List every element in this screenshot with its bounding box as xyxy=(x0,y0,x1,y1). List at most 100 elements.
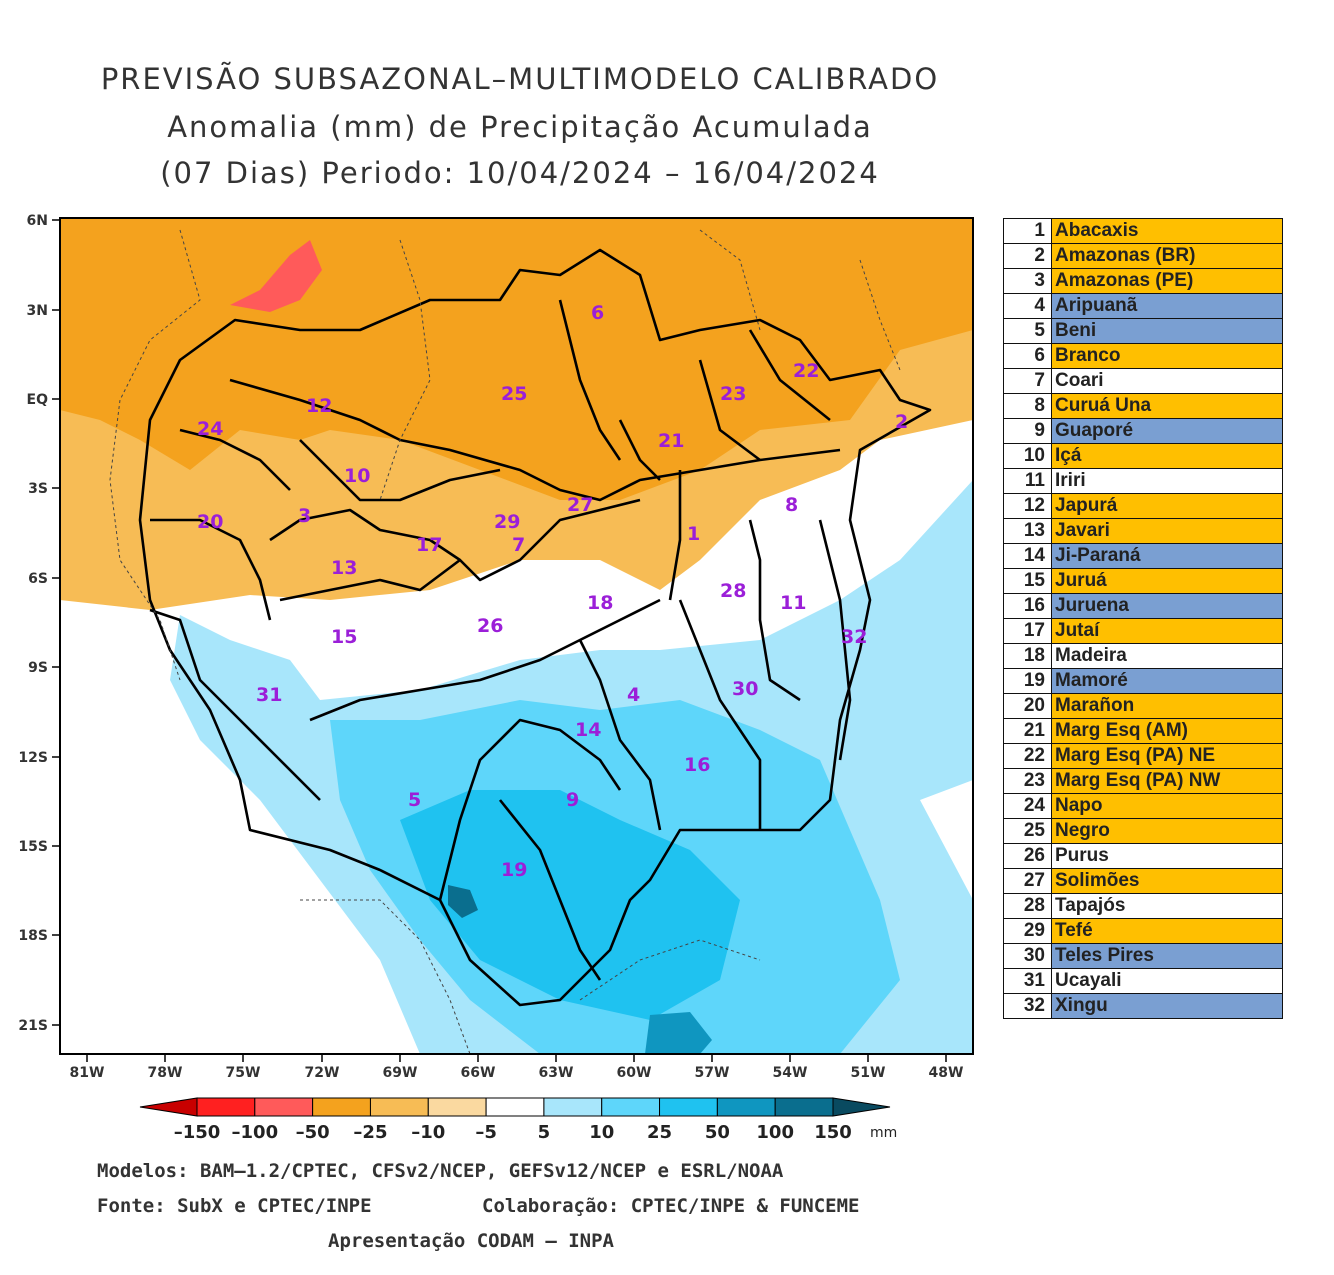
lon-label-57w: 57W xyxy=(695,1065,730,1081)
legend-row: 23 Marg Esq (PA) NW xyxy=(1003,768,1283,794)
legend-row: 12 Japurá xyxy=(1003,493,1283,519)
colorbar-tick-label: 50 xyxy=(705,1122,730,1143)
legend-row: 14 Ji-Paraná xyxy=(1003,543,1283,569)
legend-basin-number: 32 xyxy=(1003,993,1052,1019)
legend-basin-name: Marañon xyxy=(1051,693,1283,719)
basin-label-21: 21 xyxy=(658,430,684,452)
legend-row: 19 Mamoré xyxy=(1003,668,1283,694)
legend-basin-number: 15 xyxy=(1003,568,1052,594)
colorbar-tick-label: 100 xyxy=(756,1122,794,1143)
legend-row: 1 Abacaxis xyxy=(1003,218,1283,244)
basin-label-30: 30 xyxy=(732,678,758,700)
legend-row: 29 Tefé xyxy=(1003,918,1283,944)
legend-basin-number: 29 xyxy=(1003,918,1052,944)
legend-basin-name: Coari xyxy=(1051,368,1283,394)
legend-row: 13 Javari xyxy=(1003,518,1283,544)
legend-basin-number: 26 xyxy=(1003,843,1052,869)
legend-basin-number: 6 xyxy=(1003,343,1052,369)
legend-basin-name: Solimões xyxy=(1051,868,1283,894)
basin-label-23: 23 xyxy=(720,383,746,405)
legend-row: 27 Solimões xyxy=(1003,868,1283,894)
basin-label-6: 6 xyxy=(591,302,604,324)
basin-label-24: 24 xyxy=(197,418,223,440)
legend-basin-name: Curuá Una xyxy=(1051,393,1283,419)
colorbar-tick-label: 10 xyxy=(589,1122,614,1143)
legend-basin-name: Madeira xyxy=(1051,643,1283,669)
map-title-line1: PREVISÃO SUBSAZONAL–MULTIMODELO CALIBRAD… xyxy=(100,62,940,96)
lat-label-6n: 6N xyxy=(27,213,48,229)
footer-presentation: Apresentação CODAM – INPA xyxy=(328,1230,614,1252)
colorbar-segment xyxy=(659,1097,718,1117)
legend-row: 18 Madeira xyxy=(1003,643,1283,669)
legend-basin-name: Teles Pires xyxy=(1051,943,1283,969)
basin-label-29: 29 xyxy=(494,511,520,533)
basin-label-22: 22 xyxy=(793,360,819,382)
legend-row: 6 Branco xyxy=(1003,343,1283,369)
colorbar-segment xyxy=(139,1097,198,1117)
legend-basin-name: Juruá xyxy=(1051,568,1283,594)
legend-basin-name: Amazonas (PE) xyxy=(1051,268,1283,294)
legend-basin-name: Marg Esq (PA) NE xyxy=(1051,743,1283,769)
legend-row: 15 Juruá xyxy=(1003,568,1283,594)
basin-label-1: 1 xyxy=(687,523,700,545)
legend-basin-number: 28 xyxy=(1003,893,1052,919)
legend-basin-name: Iriri xyxy=(1051,468,1283,494)
legend-row: 26 Purus xyxy=(1003,843,1283,869)
basin-label-27: 27 xyxy=(567,494,593,516)
legend-basin-name: Ucayali xyxy=(1051,968,1283,994)
legend-basin-number: 3 xyxy=(1003,268,1052,294)
legend-basin-name: Beni xyxy=(1051,318,1283,344)
legend-basin-number: 7 xyxy=(1003,368,1052,394)
legend-basin-name: Içá xyxy=(1051,443,1283,469)
basin-label-26: 26 xyxy=(477,615,503,637)
legend-row: 16 Juruena xyxy=(1003,593,1283,619)
legend-row: 20 Marañon xyxy=(1003,693,1283,719)
lon-label-60w: 60W xyxy=(617,1065,652,1081)
legend-basin-number: 9 xyxy=(1003,418,1052,444)
basin-label-15: 15 xyxy=(331,626,357,648)
lon-label-75w: 75W xyxy=(226,1065,261,1081)
legend-basin-number: 1 xyxy=(1003,218,1052,244)
legend-basin-number: 14 xyxy=(1003,543,1052,569)
legend-basin-number: 31 xyxy=(1003,968,1052,994)
basin-boundaries xyxy=(138,248,932,1007)
latitude-axis: 6N 3N EQ 3S 6S 9S 12S 15S 18S 21S xyxy=(18,213,60,1034)
footer-collaboration: Colaboração: CPTEC/INPE & FUNCEME xyxy=(482,1195,860,1217)
footer-models: Modelos: BAM–1.2/CPTEC, CFSv2/NCEP, GEFS… xyxy=(97,1160,784,1182)
legend-row: 7 Coari xyxy=(1003,368,1283,394)
anomaly-region-deep-blue xyxy=(448,885,478,918)
colorbar-tick-label: 25 xyxy=(647,1122,672,1143)
anomaly-region-strong-blue xyxy=(400,790,740,1020)
lon-label-66w: 66W xyxy=(461,1065,496,1081)
lat-label-6s: 6S xyxy=(28,571,48,587)
legend-row: 30 Teles Pires xyxy=(1003,943,1283,969)
legend-basin-number: 2 xyxy=(1003,243,1052,269)
lat-label-9s: 9S xyxy=(28,660,48,676)
legend-basin-name: Marg Esq (AM) xyxy=(1051,718,1283,744)
legend-basin-name: Amazonas (BR) xyxy=(1051,243,1283,269)
legend-basin-name: Tapajós xyxy=(1051,893,1283,919)
colorbar-segment xyxy=(254,1097,314,1117)
colorbar-segment xyxy=(427,1097,487,1117)
basin-label-25: 25 xyxy=(501,383,527,405)
legend-basin-name: Purus xyxy=(1051,843,1283,869)
legend-basin-number: 16 xyxy=(1003,593,1052,619)
colorbar-segment xyxy=(543,1097,603,1117)
legend-basin-number: 21 xyxy=(1003,718,1052,744)
colorbar-unit: mm xyxy=(870,1125,897,1141)
basin-label-13: 13 xyxy=(331,557,357,579)
colorbar-tick-label: –100 xyxy=(232,1122,279,1143)
legend-row: 21 Marg Esq (AM) xyxy=(1003,718,1283,744)
lat-label-12s: 12S xyxy=(18,750,48,766)
lon-label-78w: 78W xyxy=(148,1065,183,1081)
precipitation-anomaly-map: 1 2 3 4 5 6 7 8 9 10 11 12 13 14 15 16 1… xyxy=(18,213,974,1081)
legend-row: 9 Guaporé xyxy=(1003,418,1283,444)
legend-basin-name: Mamoré xyxy=(1051,668,1283,694)
colorbar-tick-label: 150 xyxy=(814,1122,852,1143)
legend-basin-name: Javari xyxy=(1051,518,1283,544)
legend-row: 32 Xingu xyxy=(1003,993,1283,1019)
lat-label-15s: 15S xyxy=(18,839,48,855)
basin-label-4: 4 xyxy=(627,684,640,706)
legend-basin-name: Abacaxis xyxy=(1051,218,1283,244)
lon-label-63w: 63W xyxy=(539,1065,574,1081)
